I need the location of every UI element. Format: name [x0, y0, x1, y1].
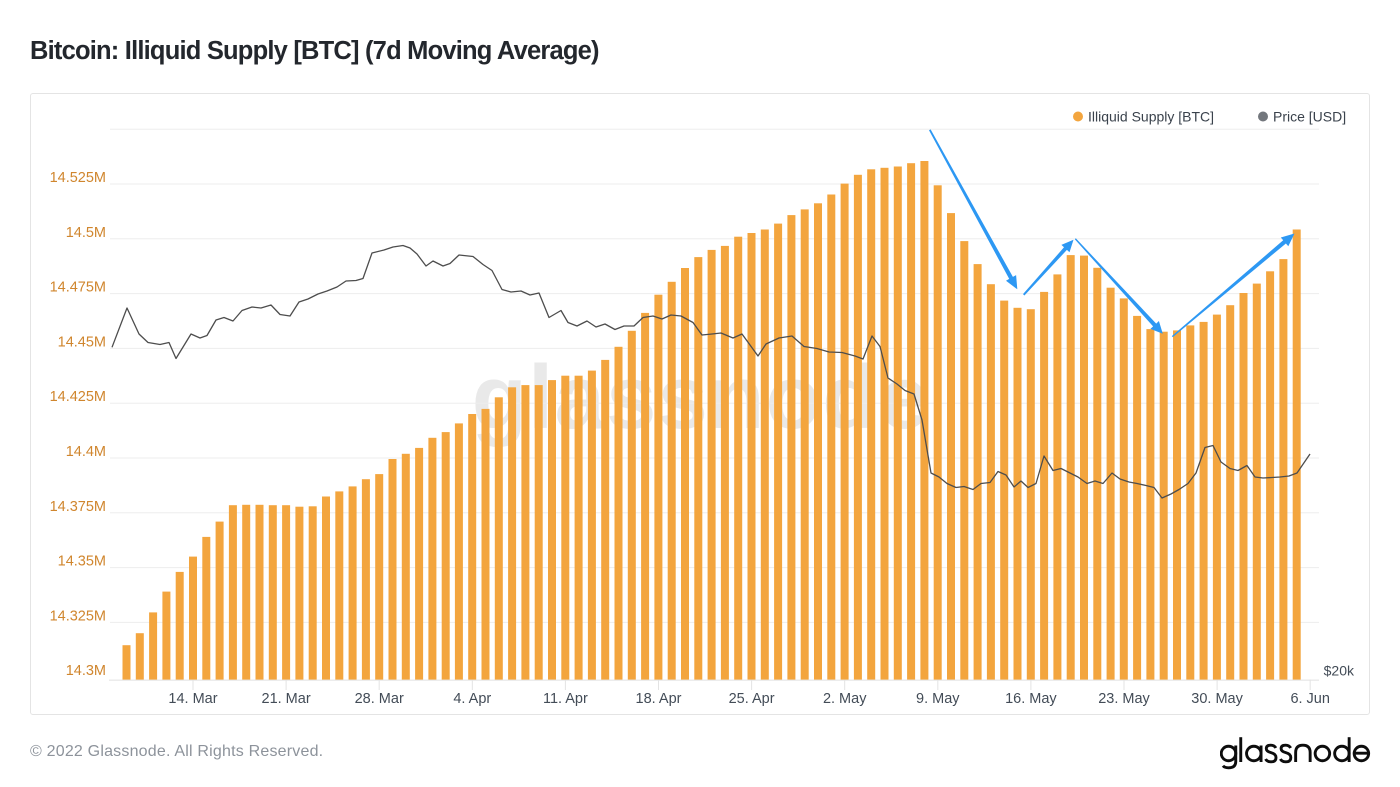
svg-text:28. Mar: 28. Mar [355, 691, 404, 707]
svg-text:14.45M: 14.45M [58, 334, 106, 350]
svg-text:14.525M: 14.525M [50, 170, 106, 186]
svg-text:6. Jun: 6. Jun [1290, 691, 1330, 707]
svg-text:25. Apr: 25. Apr [729, 691, 775, 707]
svg-text:14.5M: 14.5M [66, 225, 106, 241]
svg-text:23. May: 23. May [1098, 691, 1150, 707]
svg-text:4. Apr: 4. Apr [453, 691, 491, 707]
svg-text:14.35M: 14.35M [58, 554, 106, 570]
svg-text:14. Mar: 14. Mar [168, 691, 217, 707]
svg-text:14.425M: 14.425M [50, 389, 106, 405]
svg-text:18. Apr: 18. Apr [636, 691, 682, 707]
svg-text:Price [USD]: Price [USD] [1273, 109, 1346, 125]
svg-text:14.475M: 14.475M [50, 280, 106, 296]
svg-text:11. Apr: 11. Apr [543, 691, 588, 707]
svg-text:14.4M: 14.4M [66, 444, 106, 460]
svg-text:$20k: $20k [1324, 663, 1355, 679]
svg-text:2. May: 2. May [823, 691, 867, 707]
svg-text:14.325M: 14.325M [50, 608, 106, 624]
svg-text:14.3M: 14.3M [66, 663, 106, 679]
svg-text:16. May: 16. May [1005, 691, 1057, 707]
svg-text:30. May: 30. May [1191, 691, 1243, 707]
svg-text:9. May: 9. May [916, 691, 960, 707]
svg-text:21. Mar: 21. Mar [262, 691, 311, 707]
svg-text:14.375M: 14.375M [50, 499, 106, 515]
svg-text:Illiquid Supply [BTC]: Illiquid Supply [BTC] [1088, 109, 1214, 125]
